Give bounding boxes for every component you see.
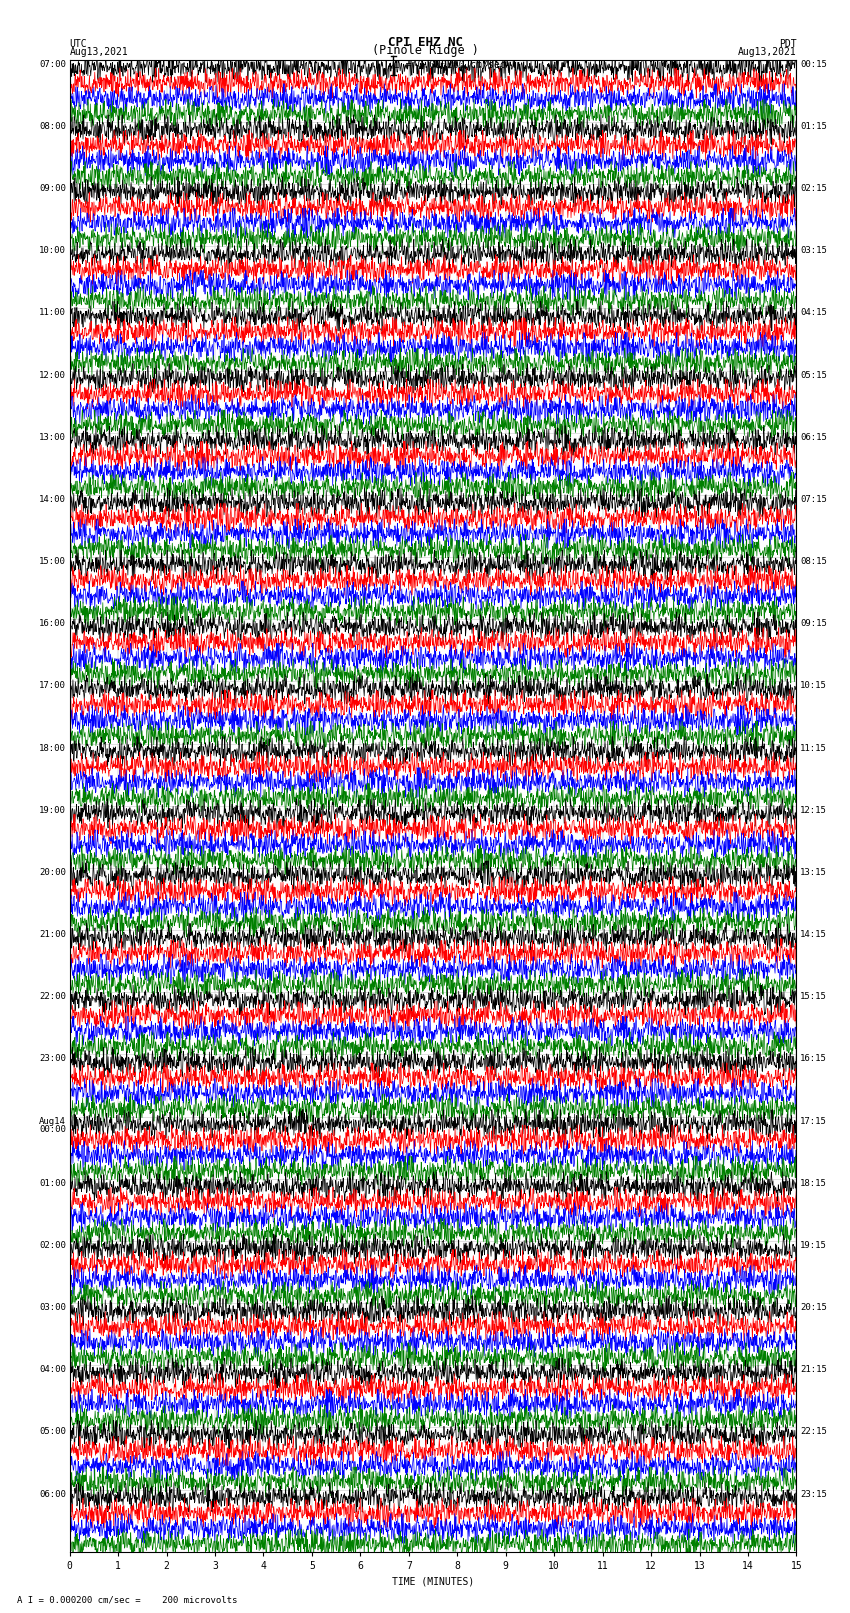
Text: PDT: PDT xyxy=(779,39,796,50)
Text: 04:15: 04:15 xyxy=(800,308,827,318)
Text: 13:00: 13:00 xyxy=(39,432,66,442)
Text: 12:15: 12:15 xyxy=(800,806,827,815)
Text: 17:00: 17:00 xyxy=(39,681,66,690)
Text: 19:15: 19:15 xyxy=(800,1240,827,1250)
Text: A I = 0.000200 cm/sec =    200 microvolts: A I = 0.000200 cm/sec = 200 microvolts xyxy=(17,1595,237,1605)
Text: 15:00: 15:00 xyxy=(39,556,66,566)
Text: 23:15: 23:15 xyxy=(800,1489,827,1498)
Text: I = 0.000200 cm/sec: I = 0.000200 cm/sec xyxy=(394,60,506,71)
Text: 14:00: 14:00 xyxy=(39,495,66,503)
Text: 09:15: 09:15 xyxy=(800,619,827,627)
Text: 03:15: 03:15 xyxy=(800,247,827,255)
Text: 03:00: 03:00 xyxy=(39,1303,66,1311)
Text: 02:00: 02:00 xyxy=(39,1240,66,1250)
Text: Aug13,2021: Aug13,2021 xyxy=(70,47,128,58)
Text: 11:00: 11:00 xyxy=(39,308,66,318)
Text: 18:00: 18:00 xyxy=(39,744,66,753)
Text: 15:15: 15:15 xyxy=(800,992,827,1002)
Text: 09:00: 09:00 xyxy=(39,184,66,194)
Text: (Pinole Ridge ): (Pinole Ridge ) xyxy=(371,44,479,58)
Text: 11:15: 11:15 xyxy=(800,744,827,753)
Text: 21:00: 21:00 xyxy=(39,931,66,939)
Text: Aug14
00:00: Aug14 00:00 xyxy=(39,1116,66,1134)
Text: 02:15: 02:15 xyxy=(800,184,827,194)
Text: 21:15: 21:15 xyxy=(800,1365,827,1374)
Text: 08:15: 08:15 xyxy=(800,556,827,566)
Text: 22:00: 22:00 xyxy=(39,992,66,1002)
Text: 07:00: 07:00 xyxy=(39,60,66,69)
Text: 17:15: 17:15 xyxy=(800,1116,827,1126)
Text: 10:00: 10:00 xyxy=(39,247,66,255)
Text: 19:00: 19:00 xyxy=(39,806,66,815)
Text: 01:15: 01:15 xyxy=(800,123,827,131)
Text: 05:15: 05:15 xyxy=(800,371,827,379)
Text: 13:15: 13:15 xyxy=(800,868,827,877)
Text: CPI EHZ NC: CPI EHZ NC xyxy=(388,35,462,50)
Text: 06:15: 06:15 xyxy=(800,432,827,442)
Text: 16:00: 16:00 xyxy=(39,619,66,627)
Text: 18:15: 18:15 xyxy=(800,1179,827,1187)
Text: 07:15: 07:15 xyxy=(800,495,827,503)
Text: 20:00: 20:00 xyxy=(39,868,66,877)
Text: 23:00: 23:00 xyxy=(39,1055,66,1063)
Text: 00:15: 00:15 xyxy=(800,60,827,69)
Text: 20:15: 20:15 xyxy=(800,1303,827,1311)
Text: Aug13,2021: Aug13,2021 xyxy=(738,47,796,58)
Text: UTC: UTC xyxy=(70,39,88,50)
Text: 04:00: 04:00 xyxy=(39,1365,66,1374)
Text: 14:15: 14:15 xyxy=(800,931,827,939)
Text: 16:15: 16:15 xyxy=(800,1055,827,1063)
X-axis label: TIME (MINUTES): TIME (MINUTES) xyxy=(392,1576,474,1586)
Text: 06:00: 06:00 xyxy=(39,1489,66,1498)
Text: 01:00: 01:00 xyxy=(39,1179,66,1187)
Text: 12:00: 12:00 xyxy=(39,371,66,379)
Text: 05:00: 05:00 xyxy=(39,1428,66,1436)
Text: 08:00: 08:00 xyxy=(39,123,66,131)
Text: 22:15: 22:15 xyxy=(800,1428,827,1436)
Text: 10:15: 10:15 xyxy=(800,681,827,690)
